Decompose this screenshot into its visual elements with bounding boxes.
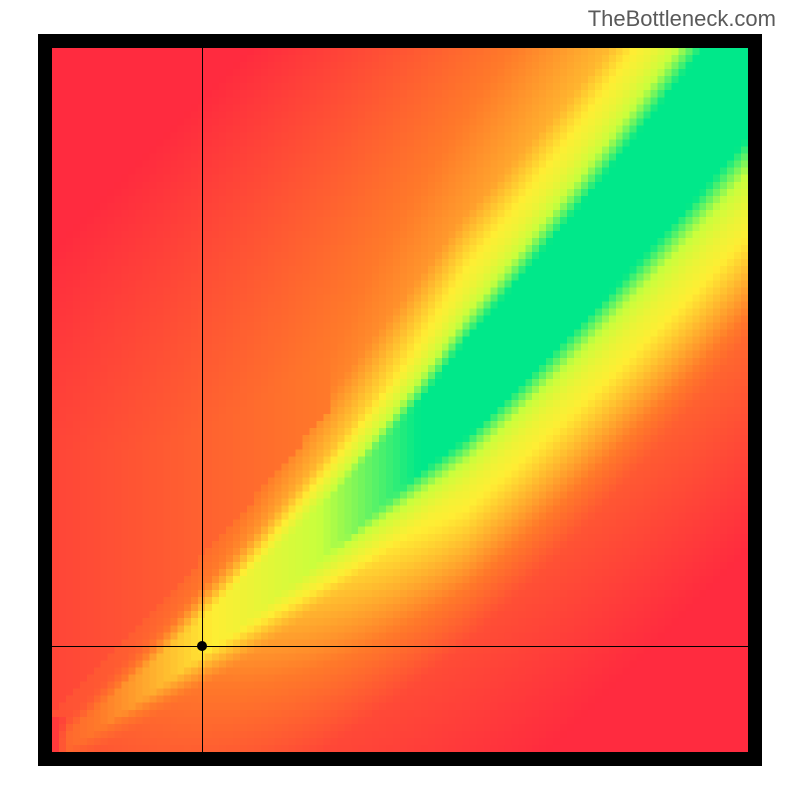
heatmap-plot-area [52,48,748,752]
marker-dot [197,641,207,651]
chart-frame [38,34,762,766]
watermark-text: TheBottleneck.com [588,6,776,32]
crosshair-horizontal [52,646,748,647]
